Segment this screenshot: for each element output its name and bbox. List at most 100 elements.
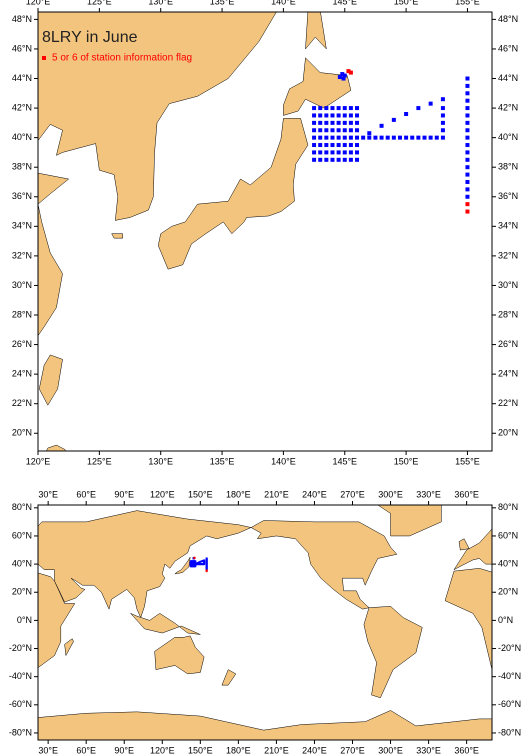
station (342, 135, 347, 140)
station (391, 135, 396, 140)
y-tick-label: 40°N (12, 558, 32, 568)
station (373, 135, 378, 140)
y-tick-label: 32°N (12, 250, 32, 260)
y-tick-label: 24°N (498, 369, 518, 379)
station (342, 143, 347, 148)
y-tick-label: 34°N (498, 221, 518, 231)
station (428, 101, 433, 106)
station (342, 157, 347, 162)
station (336, 135, 341, 140)
y-tick-label: 22°N (498, 398, 518, 408)
station (440, 97, 445, 102)
station (440, 106, 445, 111)
station (348, 120, 353, 125)
station (336, 143, 341, 148)
station (346, 69, 351, 74)
y-tick-label: 44°N (12, 73, 32, 83)
station (205, 557, 208, 560)
x-tick-label: 60°E (76, 489, 96, 499)
y-tick-label: 22°N (12, 398, 32, 408)
y-tick-label: 40°N (498, 558, 518, 568)
station (342, 113, 347, 118)
station (324, 128, 329, 133)
x-tick-label: 150°E (394, 456, 419, 466)
station (330, 135, 335, 140)
station (330, 150, 335, 155)
map-area (38, 12, 470, 451)
station (330, 120, 335, 125)
y-tick-label: 80°N (12, 502, 32, 512)
station (348, 113, 353, 118)
y-tick-label: 0°N (17, 615, 32, 625)
land (363, 606, 423, 699)
y-tick-label: 24°N (12, 369, 32, 379)
station (318, 143, 323, 148)
x-tick-label: 145°E (332, 456, 357, 466)
x-tick-label: 135°E (210, 0, 235, 6)
station (336, 120, 341, 125)
x-tick-label: 270°E (340, 489, 365, 499)
y-tick-label: 32°N (498, 250, 518, 260)
station (355, 120, 360, 125)
station (465, 91, 470, 96)
y-tick-label: 38°N (498, 162, 518, 172)
station (203, 560, 206, 563)
station (342, 150, 347, 155)
station (318, 106, 323, 111)
station (465, 209, 470, 214)
x-tick-label: 120°E (26, 0, 51, 6)
x-tick-label: 90°E (114, 489, 134, 499)
station (318, 128, 323, 133)
station (465, 194, 470, 199)
y-tick-label: 30°N (498, 280, 518, 290)
x-tick-label: 135°E (210, 456, 235, 466)
station (355, 113, 360, 118)
station (348, 70, 353, 75)
station (324, 120, 329, 125)
station (318, 135, 323, 140)
y-tick-label: 20°N (12, 428, 32, 438)
station (312, 135, 317, 140)
land (38, 12, 277, 337)
station (465, 106, 470, 111)
station (330, 128, 335, 133)
legend-swatch (42, 56, 46, 60)
y-tick-label: 20°N (498, 587, 518, 597)
station (355, 150, 360, 155)
x-tick-label: 120°E (150, 489, 175, 499)
station (355, 106, 360, 111)
x-tick-label: 240°E (302, 745, 327, 755)
land (38, 510, 252, 619)
station (434, 135, 439, 140)
station (355, 135, 360, 140)
station (361, 135, 366, 140)
y-tick-label: 0°N (498, 615, 513, 625)
land (130, 613, 201, 635)
land (377, 505, 442, 537)
station (404, 111, 409, 116)
station (196, 561, 199, 564)
y-tick-label: 46°N (498, 43, 518, 53)
y-tick-label: 20°N (12, 587, 32, 597)
y-tick-label: 28°N (498, 309, 518, 319)
station (341, 76, 346, 81)
station (348, 128, 353, 133)
x-tick-label: 210°E (264, 489, 289, 499)
station (465, 120, 470, 125)
x-tick-label: 125°E (87, 0, 112, 6)
station (465, 179, 470, 184)
land (64, 638, 74, 657)
station (465, 150, 470, 155)
x-tick-label: 180°E (226, 489, 251, 499)
x-tick-label: 150°E (188, 489, 213, 499)
y-tick-label: 40°N (12, 132, 32, 142)
y-tick-label: -60°N (498, 699, 521, 709)
land (221, 669, 237, 686)
station (324, 135, 329, 140)
x-tick-label: 130°E (148, 456, 173, 466)
y-tick-label: 34°N (12, 221, 32, 231)
x-tick-label: 330°E (416, 745, 441, 755)
station (348, 150, 353, 155)
station (336, 157, 341, 162)
station (355, 128, 360, 133)
